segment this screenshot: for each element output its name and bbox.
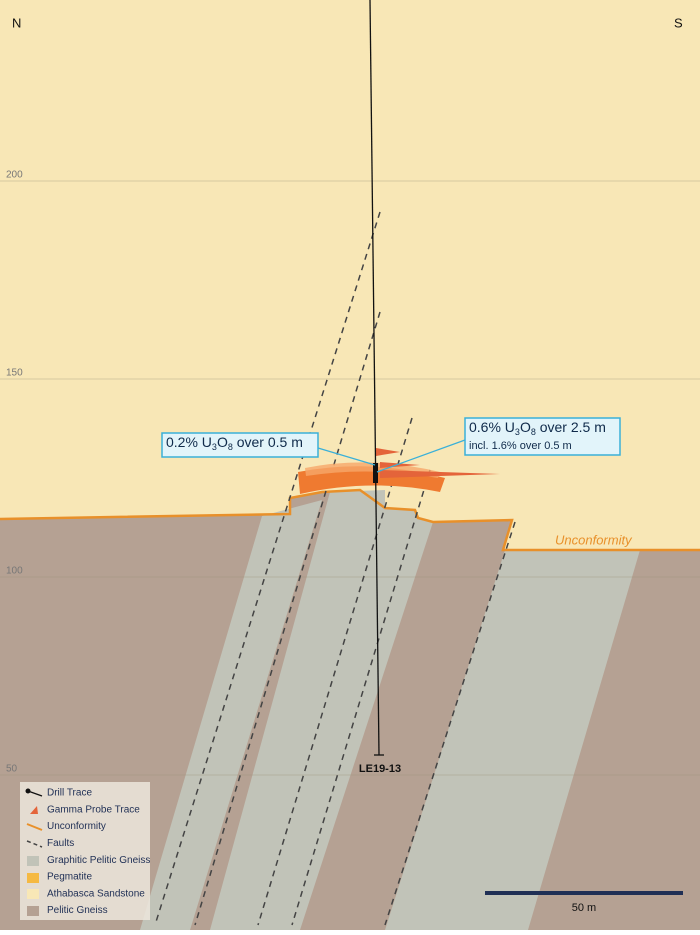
fault [154, 211, 381, 926]
unconformity-line [0, 488, 700, 552]
swatch [30, 806, 38, 814]
legend-label: Pelitic Gneiss [47, 905, 108, 916]
legend-label: Gamma Probe Trace [47, 804, 140, 815]
callout-part: over 0.5 m [233, 434, 303, 450]
callout-sub: 3 [212, 442, 217, 452]
compass-s: S [674, 15, 683, 30]
fault [257, 417, 413, 926]
scale-label: 50 m [572, 902, 596, 914]
drill-trace [369, 0, 380, 756]
legend-box [20, 782, 150, 920]
legend-label: Drill Trace [47, 788, 92, 799]
callout-leader [317, 447, 376, 466]
callout-part: O [217, 434, 228, 450]
callout-part: O [520, 419, 531, 435]
callout-sub: 8 [531, 427, 536, 437]
grid: 200 150 100 50 [0, 170, 700, 776]
legend-label: Unconformity [47, 821, 106, 832]
swatch [27, 873, 39, 883]
gneiss-band [140, 500, 322, 930]
swatch [26, 823, 43, 831]
swatch [27, 856, 39, 866]
callout-sub: 8 [228, 442, 233, 452]
elevation-label: 50 [6, 764, 18, 775]
fault [291, 469, 431, 926]
legend-label: Pegmatite [47, 872, 92, 883]
fault [384, 521, 516, 926]
legend-label: Faults [47, 838, 74, 849]
elevation-label: 150 [6, 368, 23, 379]
elevation-label: 200 [6, 170, 23, 181]
callout-text: 0.6% U3O8 over 2.5 m [469, 419, 606, 438]
fault [194, 311, 381, 926]
compass-n: N [12, 15, 21, 30]
legend-label: Graphitic Pelitic Gneiss [47, 855, 150, 866]
callout-part: over 2.5 m [536, 419, 606, 435]
callout-box [161, 432, 319, 458]
callout-box [464, 417, 621, 456]
swatch [25, 788, 31, 794]
intercept [373, 463, 378, 483]
legend-swatches [25, 788, 43, 916]
gneiss-band [385, 550, 640, 930]
callout-part: 0.2% U [166, 434, 212, 450]
swatch [27, 906, 39, 916]
callout-leader [376, 439, 466, 473]
callout-text: 0.2% U3O8 over 0.5 m [166, 434, 303, 453]
legend-label: Athabasca Sandstone [47, 888, 145, 899]
elevation-label: 100 [6, 566, 23, 577]
faults [154, 211, 516, 926]
callout-sub: 3 [515, 427, 520, 437]
drill-label: LE19-13 [359, 763, 401, 775]
gamma-trace [376, 448, 500, 478]
unconformity-label: Unconformity [555, 532, 633, 547]
swatch [27, 889, 39, 899]
callout-part: 0.6% U [469, 419, 515, 435]
callout-note: incl. 1.6% over 0.5 m [469, 440, 572, 452]
legend: Drill Trace Gamma Probe Trace Unconformity… [47, 788, 150, 917]
swatch [26, 840, 43, 848]
mineralized-halo [305, 462, 440, 478]
